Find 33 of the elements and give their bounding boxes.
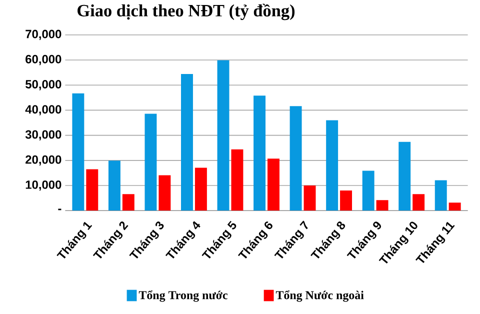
y-tick-label: 50,000 (26, 80, 62, 90)
legend-label: Tổng Trong nước (138, 290, 228, 302)
bar (434, 180, 447, 211)
chart-title: Giao dịch theo NĐT (tỷ đồng) (78, 4, 295, 20)
bar (108, 160, 120, 211)
bar (122, 194, 134, 211)
y-tick-label: - (58, 208, 62, 210)
bar (398, 142, 411, 211)
bar (217, 60, 230, 211)
bar (290, 106, 302, 211)
legend-label: Tổng Nước ngoài (276, 290, 364, 302)
bar (231, 149, 244, 211)
bar (412, 194, 425, 211)
bar (268, 158, 280, 211)
y-tick-label: 10,000 (26, 180, 62, 191)
bar (158, 175, 171, 211)
bar (362, 170, 374, 211)
bar (304, 185, 316, 211)
bar (181, 74, 193, 211)
bar (144, 114, 157, 211)
bar (448, 202, 461, 211)
bar (340, 190, 352, 211)
y-tick-label: 60,000 (26, 54, 62, 66)
bar (326, 120, 338, 211)
y-tick-label: 40,000 (25, 105, 62, 116)
bar (376, 200, 388, 211)
bar (86, 169, 98, 211)
bar (194, 168, 207, 211)
bar (72, 93, 84, 211)
bar (254, 96, 266, 211)
y-tick-label: 20,000 (26, 155, 62, 166)
y-tick-label: 30,000 (25, 130, 62, 140)
y-tick-label: 70,000 (26, 30, 62, 40)
